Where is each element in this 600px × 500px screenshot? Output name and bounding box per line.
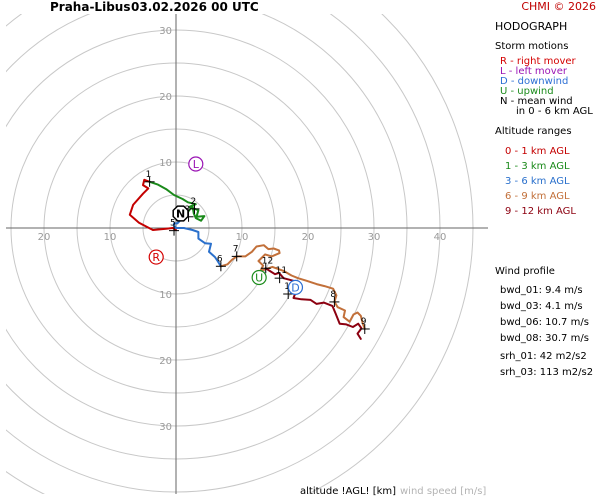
height-marker-label: 9 bbox=[361, 317, 367, 327]
height-marker-label: 5 bbox=[170, 219, 176, 229]
datetime-label: 03.02.2026 00 UTC bbox=[131, 0, 259, 14]
storm-motion-letter: L bbox=[193, 158, 200, 171]
storm-motion-downwind: D - downwind bbox=[500, 76, 569, 87]
wind-profile-bwd08: bwd_08: 30.7 m/s bbox=[500, 333, 589, 344]
x-tick-label: 40 bbox=[434, 232, 447, 243]
y-tick-label: 10 bbox=[159, 290, 172, 301]
storm-motion-letter: D bbox=[291, 281, 299, 294]
altitude-range-9-12: 9 - 12 km AGL bbox=[505, 206, 576, 217]
altitude-range-3-6: 3 - 6 km AGL bbox=[505, 176, 570, 187]
wind-profile-bwd06: bwd_06: 10.7 m/s bbox=[500, 317, 589, 328]
height-marker-label: 8 bbox=[330, 290, 336, 300]
x-tick-label: 20 bbox=[302, 232, 315, 243]
axis-tick-labels: 20 10 10 20 30 40 30 20 10 10 20 30 bbox=[38, 26, 447, 433]
x-tick-label: 30 bbox=[368, 232, 381, 243]
hodograph-trace-4 bbox=[264, 267, 363, 340]
wind-units-label: wind speed [m/s] bbox=[400, 486, 487, 497]
ring-35 bbox=[6, 14, 408, 460]
wind-profile-srh01: srh_01: 42 m2/s2 bbox=[500, 351, 587, 362]
y-tick-label: 20 bbox=[159, 92, 172, 103]
height-marker-label: 11 bbox=[276, 266, 287, 276]
storm-motion-upwind: U - upwind bbox=[500, 86, 554, 97]
storm-motion-letter: N bbox=[176, 207, 185, 220]
storm-motion-marker bbox=[188, 156, 204, 172]
storm-motions-title: Storm motions bbox=[495, 41, 569, 52]
chart-axes bbox=[6, 14, 488, 494]
y-tick-label: 20 bbox=[159, 356, 172, 367]
storm-motion-letter: U bbox=[255, 272, 263, 285]
height-marker-label: 6 bbox=[217, 254, 223, 264]
x-tick-label: 10 bbox=[236, 232, 249, 243]
height-markers: 12356789101112 bbox=[144, 170, 370, 334]
storm-motion-marker bbox=[148, 249, 164, 265]
x-tick-label: 10 bbox=[104, 232, 117, 243]
storm-motion-marker bbox=[287, 279, 304, 295]
storm-motion-left: L - left mover bbox=[500, 66, 567, 77]
storm-motion-marker bbox=[251, 269, 267, 286]
hodograph-trace-3 bbox=[219, 244, 366, 330]
hodograph-title: HODOGRAPH bbox=[495, 20, 568, 33]
y-tick-label: 10 bbox=[159, 158, 172, 169]
wind-profile-srh03: srh_03: 113 m2/s2 bbox=[500, 367, 594, 378]
hodograph-trace-2 bbox=[173, 212, 222, 268]
storm-motion-mean-layer: in 0 - 6 km AGL bbox=[516, 106, 593, 117]
copyright-label: CHMI © 2026 bbox=[521, 0, 596, 13]
wind-profile-bwd03: bwd_03: 4.1 m/s bbox=[500, 301, 583, 312]
wind-profile-title: Wind profile bbox=[495, 266, 555, 277]
y-tick-label: 30 bbox=[159, 422, 172, 433]
station-name: Praha-Libus bbox=[50, 0, 131, 14]
height-marker-label: 12 bbox=[262, 256, 273, 266]
height-marker-label: 7 bbox=[233, 244, 239, 254]
height-marker-label: 1 bbox=[146, 170, 152, 180]
wind-profile-bwd01: bwd_01: 9.4 m/s bbox=[500, 285, 583, 296]
mean-wind-marker bbox=[172, 205, 189, 222]
storm-motion-letter: R bbox=[152, 251, 160, 264]
altitude-range-0-1: 0 - 1 km AGL bbox=[505, 146, 570, 157]
storm-motion-points: R L D U N bbox=[148, 156, 304, 295]
storm-motion-right: R - right mover bbox=[500, 56, 576, 67]
ring-40 bbox=[6, 14, 441, 493]
altitude-units-label: altitude !AGL! [km] bbox=[300, 486, 397, 497]
x-tick-label: 20 bbox=[38, 232, 51, 243]
height-marker-label: 2 bbox=[190, 197, 196, 207]
altitude-range-1-3: 1 - 3 km AGL bbox=[505, 161, 570, 172]
hodograph-trace-0 bbox=[128, 178, 177, 231]
altitude-ranges-title: Altitude ranges bbox=[495, 126, 572, 137]
y-tick-label: 30 bbox=[159, 26, 172, 37]
altitude-range-6-9: 6 - 9 km AGL bbox=[505, 191, 570, 202]
storm-motion-mean: N - mean wind bbox=[500, 96, 573, 107]
